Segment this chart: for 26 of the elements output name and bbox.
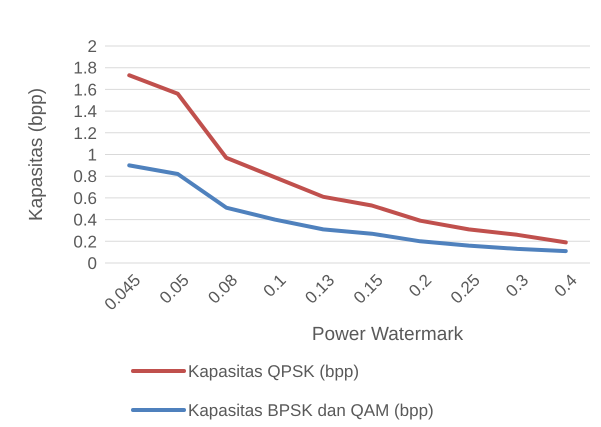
x-tick-label: 0.05	[156, 270, 193, 308]
x-axis-title: Power Watermark	[312, 324, 464, 345]
y-tick-label: 0.4	[73, 210, 97, 230]
x-tick-label: 0.25	[446, 270, 484, 308]
line-series	[127, 73, 568, 244]
y-tick-label: 2	[88, 36, 97, 56]
y-tick-label: 0	[88, 254, 97, 273]
legend-label: Kapasitas QPSK (bpp)	[188, 362, 360, 381]
y-tick-label: 1.4	[73, 102, 97, 122]
y-tick-label: 1.2	[73, 124, 97, 143]
y-tick-label: 1	[88, 145, 97, 164]
y-tick-label: 0.8	[73, 167, 97, 186]
x-tick-label: 0.08	[204, 270, 242, 308]
y-axis-title: Kapasitas (bpp)	[26, 88, 47, 222]
x-tick-label: 0.13	[301, 270, 338, 308]
y-tick-label: 1.6	[73, 80, 97, 100]
x-tick-label: 0.15	[350, 270, 387, 308]
x-tick-label: 0.4	[550, 270, 581, 301]
legend-label: Kapasitas BPSK dan QAM (bpp)	[188, 400, 434, 420]
x-tick-label: 0.1	[260, 270, 290, 301]
y-tick-label: 0.6	[73, 188, 97, 208]
x-tick-label: 0.3	[502, 270, 532, 301]
y-tick-label: 0.2	[73, 232, 97, 252]
x-tick-label: 0.2	[405, 270, 436, 301]
y-tick-label: 1.8	[73, 58, 97, 78]
line-series	[127, 163, 568, 254]
